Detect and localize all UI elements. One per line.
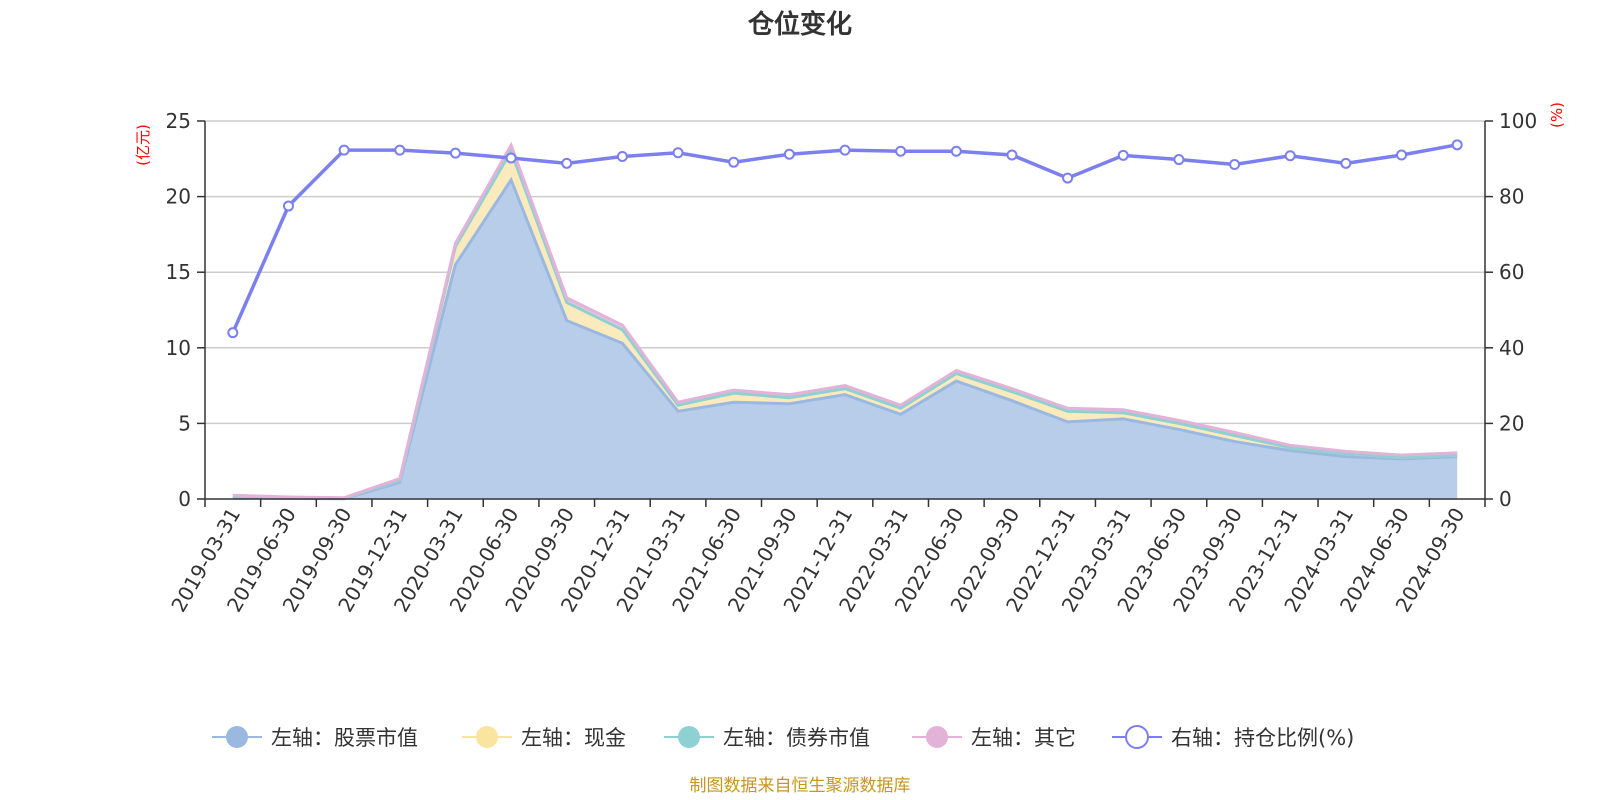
right-axis-tick-label: 0	[1499, 487, 1512, 511]
right-axis-tick-label: 20	[1499, 411, 1524, 435]
ratio-point	[1340, 157, 1352, 169]
ratio-point	[394, 144, 406, 156]
legend-label: 左轴：股票市值	[271, 726, 418, 750]
left-axis-unit: (亿元)	[134, 124, 152, 166]
area-左轴：现金	[232, 151, 1458, 499]
ratio-point	[895, 145, 907, 157]
axes: 05101520250204060801002019-03-312019-06-…	[166, 109, 1538, 616]
legend-label: 左轴：其它	[971, 726, 1076, 750]
ratio-point	[783, 148, 795, 160]
legend-marker	[926, 726, 948, 748]
left-axis-tick-label: 15	[166, 260, 191, 284]
ratio-point	[950, 145, 962, 157]
area-左轴：股票市值	[232, 179, 1458, 499]
legend-label: 左轴：现金	[521, 726, 626, 750]
legend-marker	[226, 726, 248, 748]
right-axis-tick-label: 60	[1499, 260, 1524, 284]
right-axis-tick-label: 40	[1499, 336, 1524, 360]
ratio-point	[616, 151, 628, 163]
ratio-point	[338, 144, 350, 156]
ratio-point	[728, 156, 740, 168]
gridlines	[205, 120, 1485, 425]
left-axis-tick-label: 0	[178, 487, 191, 511]
ratio-point	[1451, 139, 1463, 151]
ratio-point	[1062, 172, 1074, 184]
ratio-point	[505, 152, 517, 164]
legend-label: 右轴：持仓比例(%)	[1171, 726, 1354, 750]
ratio-line	[231, 143, 1458, 334]
source-note: 制图数据来自恒生聚源数据库	[690, 776, 911, 796]
ratio-point	[1117, 149, 1129, 161]
legend: 左轴：股票市值 左轴：现金 左轴：债券市值 左轴：其它 右轴：持仓比例(%)	[212, 725, 1354, 750]
right-axis-tick-label: 80	[1499, 185, 1524, 209]
ratio-point	[1396, 149, 1408, 161]
legend-marker	[678, 726, 700, 748]
left-axis-tick-label: 25	[166, 109, 191, 133]
ratio-point	[227, 327, 239, 339]
left-axis-tick-label: 5	[178, 411, 191, 435]
legend-label: 左轴：债券市值	[723, 726, 870, 750]
left-axis-tick-label: 20	[166, 185, 191, 209]
stacked-areas	[232, 141, 1458, 501]
ratio-point	[449, 147, 461, 159]
left-axis-tick-label: 10	[166, 336, 191, 360]
ratio-point	[1229, 158, 1241, 170]
ratio-line-series	[227, 139, 1463, 339]
right-axis-tick-label: 100	[1499, 109, 1537, 133]
legend-marker	[476, 726, 498, 748]
area-line-左轴：其它	[232, 141, 1458, 500]
right-axis-unit: (%)	[1548, 102, 1566, 128]
area-line-左轴：股票市值	[232, 176, 1458, 501]
ratio-point	[1284, 150, 1296, 162]
ratio-point	[561, 157, 573, 169]
ratio-point	[1006, 149, 1018, 161]
ratio-point	[1173, 154, 1185, 166]
ratio-point	[839, 144, 851, 156]
ratio-point	[282, 200, 294, 212]
ratio-point	[672, 147, 684, 159]
chart-title: 仓位变化	[747, 9, 852, 40]
legend-marker	[1125, 725, 1149, 749]
